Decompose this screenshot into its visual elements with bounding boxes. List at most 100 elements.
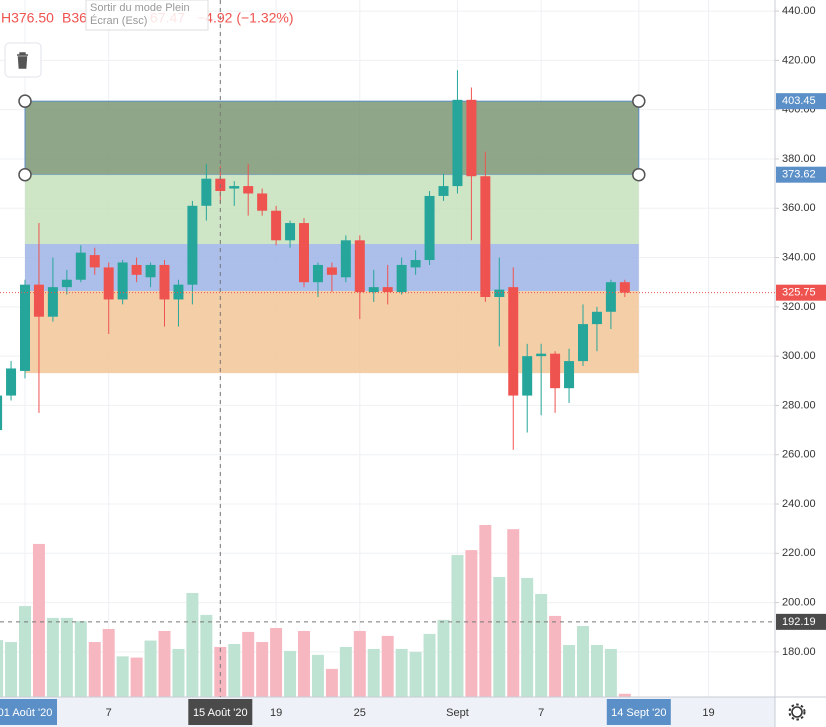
date-label-bg (0, 699, 57, 725)
volume-bar (549, 615, 562, 697)
candle-body (522, 356, 533, 396)
candle-body (591, 311, 602, 325)
candle-body (20, 284, 30, 371)
candle-body (201, 178, 212, 206)
zone-handle (632, 167, 646, 182)
volume-bar (381, 635, 394, 697)
date-label-bg (606, 699, 671, 725)
y-tick-label: 240.00 (782, 498, 816, 510)
gear-teeth (788, 703, 806, 721)
y-tick-label: 320.00 (782, 301, 816, 313)
volume-bar (200, 614, 213, 697)
tooltip-bg (85, 0, 209, 31)
zone-handle (18, 167, 32, 182)
plot-area (0, 0, 775, 697)
y-tick-label: 200.00 (782, 597, 816, 609)
zone-price-label: 403.45 (782, 95, 816, 107)
volume-bar (465, 550, 478, 697)
ohlc-legend: H376.50 (1, 10, 54, 26)
candle-body (494, 289, 505, 297)
ohlc-legend: B36 (62, 10, 87, 26)
crosshair-price-label-bg (776, 613, 826, 630)
zone-handle (632, 94, 646, 108)
candle-body (312, 264, 323, 283)
volume-bar (563, 644, 576, 697)
tooltip-text: Sortir du mode Plein (90, 2, 190, 14)
volume-bar (102, 628, 115, 697)
candle-body (0, 395, 3, 431)
x-tick-label: 7 (538, 707, 544, 719)
volume-bar (298, 630, 310, 697)
x-tick-label: 19 (702, 707, 714, 719)
candle-body (452, 99, 463, 187)
zone-price-label: 373.62 (782, 169, 816, 181)
volume-bar (60, 617, 73, 697)
x-tick-label: Sept (446, 707, 469, 719)
candle-body (131, 264, 142, 275)
candle-body (243, 186, 254, 194)
volume-bar (186, 592, 199, 697)
volume-bar (311, 654, 324, 697)
volume-bar (451, 555, 464, 697)
tooltip-text: Écran (Esc) (90, 14, 147, 27)
volume-bar (395, 648, 408, 697)
candle-body (75, 252, 86, 280)
overlay (0, 0, 775, 697)
trash-icon (17, 52, 28, 69)
x-tick-label: 01 Août '20 (0, 707, 52, 719)
candle-body (424, 195, 435, 261)
candle-body (299, 223, 309, 283)
volume-bar (214, 646, 227, 697)
candle-body (550, 353, 561, 389)
candle-body (480, 176, 491, 297)
volume-bar (242, 631, 255, 697)
volume-bar (228, 644, 241, 697)
candle-body (271, 210, 282, 241)
x-tick-label: 7 (106, 707, 112, 719)
candle-body (368, 287, 379, 293)
candle-body (229, 186, 240, 189)
y-tick-label: 280.00 (782, 399, 816, 411)
volume-bar (74, 621, 87, 697)
candle-body (396, 264, 407, 293)
candle-body (340, 240, 351, 278)
volume-bar (577, 626, 589, 697)
zone (24, 100, 640, 176)
candle-body (6, 368, 17, 396)
volume-bar (479, 524, 492, 697)
y-tick-label: 420.00 (782, 54, 816, 66)
zone (25, 291, 639, 374)
candle-body (89, 255, 100, 268)
volume-bar (172, 648, 185, 697)
candle-body (354, 240, 365, 293)
candle-body (285, 223, 296, 241)
volume-bar (604, 648, 617, 697)
volume-bar (270, 627, 283, 697)
candle-body (145, 264, 156, 278)
volume-bar (353, 630, 366, 697)
volume-bar (144, 640, 157, 697)
candle-body (508, 287, 519, 396)
zone-handle (18, 94, 32, 108)
volume-bar (423, 633, 436, 697)
candle-body (47, 287, 58, 317)
ohlc-legend: −4.92 (−1.32%) (197, 10, 294, 26)
volume-bar (535, 593, 548, 697)
volume-bar (5, 642, 18, 697)
y-tick-label: 180.00 (782, 646, 816, 658)
candle-body (578, 324, 588, 362)
settings-button[interactable] (788, 703, 806, 721)
volume-bar (618, 693, 631, 697)
zone-price-label-bg (776, 166, 826, 183)
y-tick-label: 220.00 (782, 547, 816, 559)
volume-bar (158, 630, 171, 697)
y-tick-label: 380.00 (782, 153, 816, 165)
delete-button[interactable] (4, 42, 42, 78)
gear-icon[interactable] (791, 706, 803, 718)
volume-bar (88, 642, 101, 697)
candle-body (410, 260, 421, 268)
candle-body (438, 186, 449, 196)
volume-bar (590, 644, 603, 697)
candle-body (564, 361, 575, 389)
